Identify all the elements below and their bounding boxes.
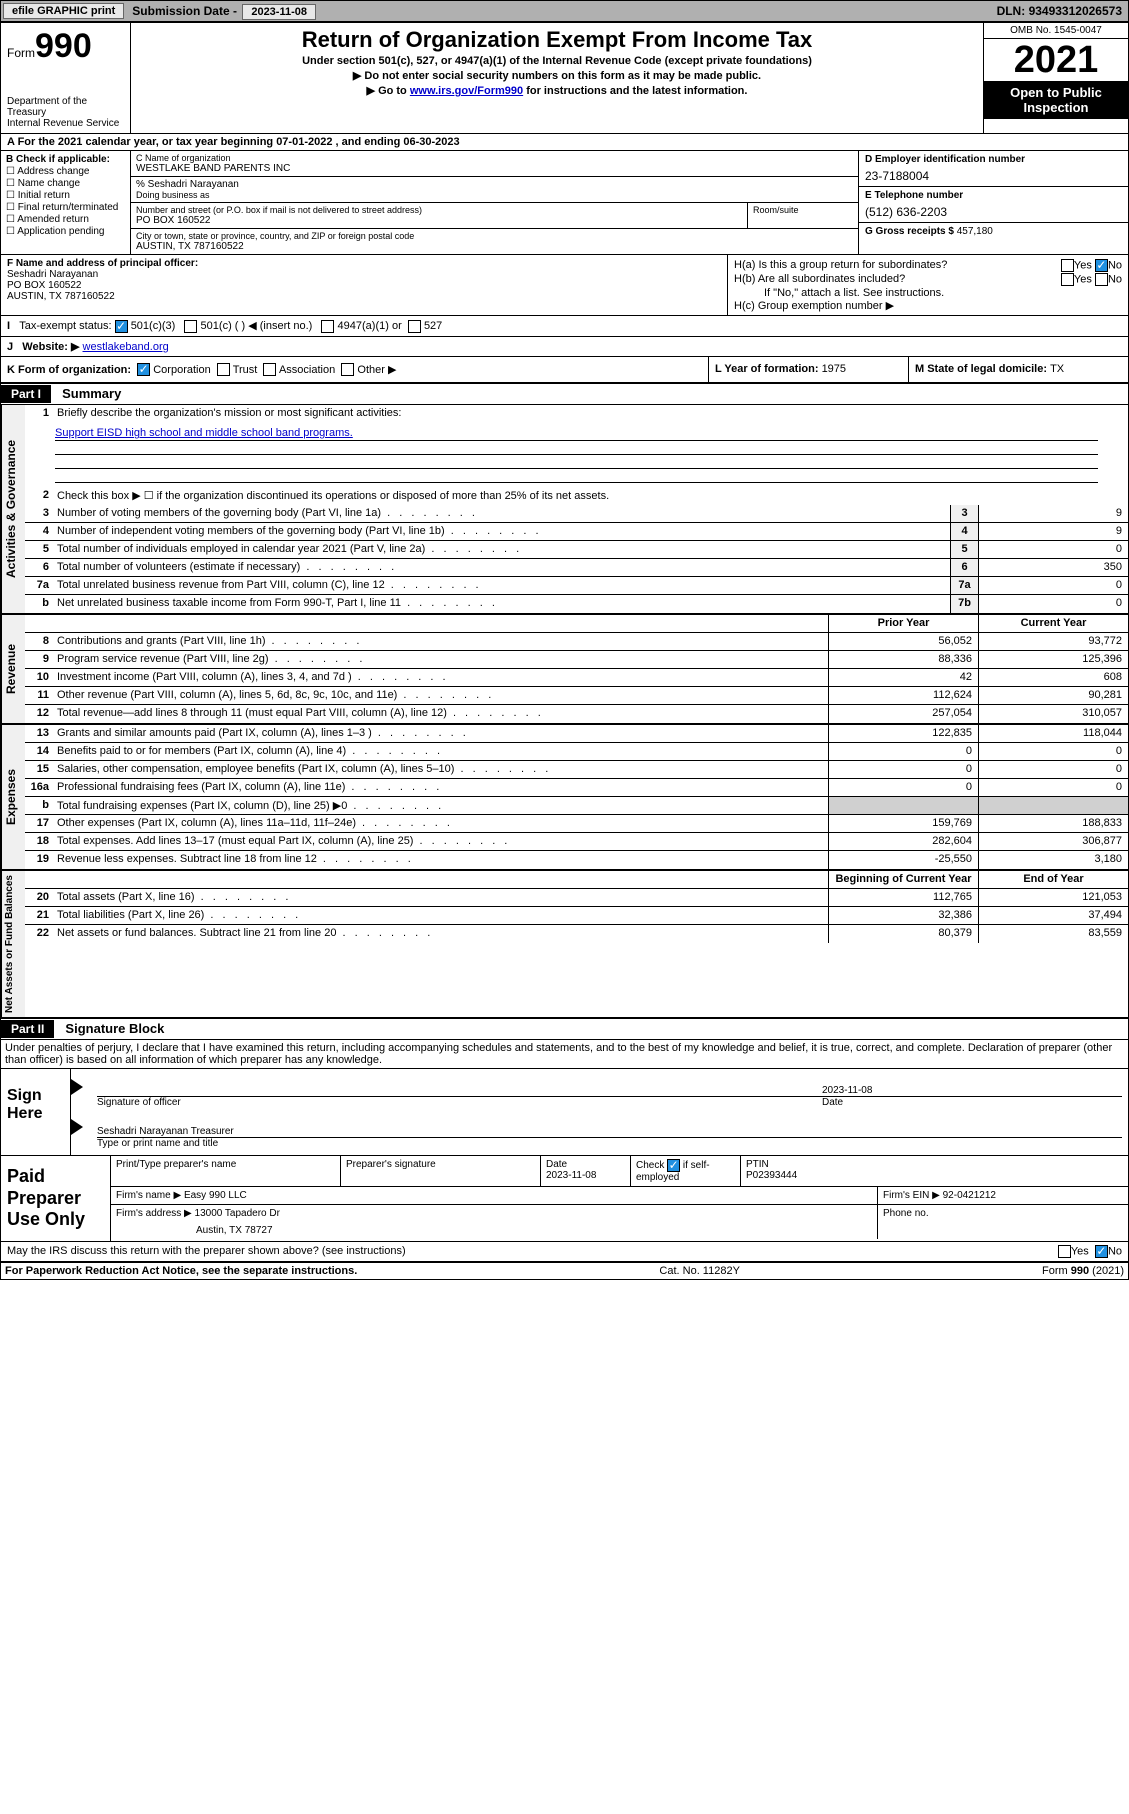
chk-501c3[interactable]: ✓ xyxy=(115,320,128,333)
line-17: 17 Other expenses (Part IX, column (A), … xyxy=(25,815,1128,833)
line-6: 6 Total number of volunteers (estimate i… xyxy=(25,559,1128,577)
group-return: H(a) Is this a group return for subordin… xyxy=(728,255,1128,315)
tax-year: 2021 xyxy=(984,39,1128,81)
col-d: D Employer identification number 23-7188… xyxy=(858,151,1128,254)
chk-527[interactable] xyxy=(408,320,421,333)
org-city: AUSTIN, TX 787160522 xyxy=(136,241,853,252)
col-c-org-info: C Name of organization WESTLAKE BAND PAR… xyxy=(131,151,858,254)
line-15: 15 Salaries, other compensation, employe… xyxy=(25,761,1128,779)
signature-block: Under penalties of perjury, I declare th… xyxy=(1,1040,1128,1262)
chk-501c[interactable] xyxy=(184,320,197,333)
ha-yes[interactable] xyxy=(1061,259,1074,272)
line-22: 22 Net assets or fund balances. Subtract… xyxy=(25,925,1128,943)
form-990: Form990 Department of the Treasury Inter… xyxy=(0,22,1129,1280)
line-13: 13 Grants and similar amounts paid (Part… xyxy=(25,725,1128,743)
chk-self-employed[interactable]: ✓ xyxy=(667,1159,680,1172)
year-formation: 1975 xyxy=(822,363,846,375)
row-k: K Form of organization: ✓ Corporation Tr… xyxy=(1,357,1128,385)
row-j: J Website: ▶ westlakeband.org xyxy=(1,337,1128,357)
ein: 23-7188004 xyxy=(865,165,1122,183)
arrow-icon xyxy=(71,1079,83,1095)
line-b: b Total fundraising expenses (Part IX, c… xyxy=(25,797,1128,815)
chk-4947[interactable] xyxy=(321,320,334,333)
chk-corp[interactable]: ✓ xyxy=(137,363,150,376)
part1-header: Part I Summary xyxy=(1,384,1128,405)
gross-receipts: 457,180 xyxy=(957,226,993,237)
open-to-public: Open to Public Inspection xyxy=(984,81,1128,119)
line-16a: 16a Professional fundraising fees (Part … xyxy=(25,779,1128,797)
chk-amended[interactable]: ☐ Amended return xyxy=(6,214,125,225)
chk-other[interactable] xyxy=(341,363,354,376)
firm-ein: 92-0421212 xyxy=(943,1190,996,1201)
phone: (512) 636-2203 xyxy=(865,201,1122,219)
line-8: 8 Contributions and grants (Part VIII, l… xyxy=(25,633,1128,651)
officer-name: Seshadri Narayanan Treasurer xyxy=(97,1126,1122,1137)
line-21: 21 Total liabilities (Part X, line 26) 3… xyxy=(25,907,1128,925)
col-b-checkboxes: B Check if applicable: ☐ Address change … xyxy=(1,151,131,254)
line-20: 20 Total assets (Part X, line 16) 112,76… xyxy=(25,889,1128,907)
section-bcd: B Check if applicable: ☐ Address change … xyxy=(1,151,1128,255)
chk-app-pending[interactable]: ☐ Application pending xyxy=(6,226,125,237)
line-19: 19 Revenue less expenses. Subtract line … xyxy=(25,851,1128,869)
top-toolbar: efile GRAPHIC print Submission Date - 20… xyxy=(0,0,1129,22)
ptin: P02393444 xyxy=(746,1170,797,1181)
efile-button[interactable]: efile GRAPHIC print xyxy=(3,3,124,19)
row-i: I Tax-exempt status: ✓ 501(c)(3) 501(c) … xyxy=(1,316,1128,337)
hb-no[interactable] xyxy=(1095,273,1108,286)
discuss-yes[interactable] xyxy=(1058,1245,1071,1258)
submission-date-button[interactable]: 2023-11-08 xyxy=(242,4,316,20)
omb-number: OMB No. 1545-0047 xyxy=(984,23,1128,39)
org-street: PO BOX 160522 xyxy=(136,215,742,226)
paid-preparer: Paid Preparer Use Only Print/Type prepar… xyxy=(1,1155,1128,1241)
org-name: WESTLAKE BAND PARENTS INC xyxy=(136,163,853,174)
line-7a: 7a Total unrelated business revenue from… xyxy=(25,577,1128,595)
irs-form990-link[interactable]: www.irs.gov/Form990 xyxy=(410,85,523,97)
line-11: 11 Other revenue (Part VIII, column (A),… xyxy=(25,687,1128,705)
section-governance: Activities & Governance 1 Briefly descri… xyxy=(1,405,1128,615)
line-14: 14 Benefits paid to or for members (Part… xyxy=(25,743,1128,761)
line-7b: b Net unrelated business taxable income … xyxy=(25,595,1128,613)
chk-final-return[interactable]: ☐ Final return/terminated xyxy=(6,202,125,213)
chk-initial-return[interactable]: ☐ Initial return xyxy=(6,190,125,201)
state-domicile: TX xyxy=(1050,363,1064,375)
line-10: 10 Investment income (Part VIII, column … xyxy=(25,669,1128,687)
row-a-tax-year: A For the 2021 calendar year, or tax yea… xyxy=(1,134,1128,151)
line-5: 5 Total number of individuals employed i… xyxy=(25,541,1128,559)
chk-address-change[interactable]: ☐ Address change xyxy=(6,166,125,177)
chk-assoc[interactable] xyxy=(263,363,276,376)
arrow-icon xyxy=(71,1119,83,1135)
header-right: OMB No. 1545-0047 2021 Open to Public In… xyxy=(983,23,1128,133)
row-fgh: F Name and address of principal officer:… xyxy=(1,255,1128,316)
dln: DLN: 93493312026573 xyxy=(997,4,1128,18)
firm-name: Easy 990 LLC xyxy=(184,1190,247,1201)
discuss-no[interactable]: ✓ xyxy=(1095,1245,1108,1258)
page-footer: For Paperwork Reduction Act Notice, see … xyxy=(1,1262,1128,1279)
line-9: 9 Program service revenue (Part VIII, li… xyxy=(25,651,1128,669)
section-net-assets: Net Assets or Fund Balances Beginning of… xyxy=(1,871,1128,1019)
ha-no[interactable]: ✓ xyxy=(1095,259,1108,272)
mission-text: Support EISD high school and middle scho… xyxy=(25,423,1128,487)
line-12: 12 Total revenue—add lines 8 through 11 … xyxy=(25,705,1128,723)
line-4: 4 Number of independent voting members o… xyxy=(25,523,1128,541)
form-title: Return of Organization Exempt From Incom… xyxy=(135,27,979,53)
submission-label: Submission Date - 2023-11-08 xyxy=(126,4,324,18)
form-header: Form990 Department of the Treasury Inter… xyxy=(1,23,1128,134)
header-title: Return of Organization Exempt From Incom… xyxy=(131,23,983,133)
sign-here-label: Sign Here xyxy=(1,1069,71,1155)
website-link[interactable]: westlakeband.org xyxy=(83,341,169,353)
header-left: Form990 Department of the Treasury Inter… xyxy=(1,23,131,133)
line-3: 3 Number of voting members of the govern… xyxy=(25,505,1128,523)
principal-officer: F Name and address of principal officer:… xyxy=(1,255,728,315)
chk-name-change[interactable]: ☐ Name change xyxy=(6,178,125,189)
section-revenue: Revenue Prior Year Current Year 8 Contri… xyxy=(1,615,1128,725)
line-18: 18 Total expenses. Add lines 13–17 (must… xyxy=(25,833,1128,851)
hb-yes[interactable] xyxy=(1061,273,1074,286)
section-expenses: Expenses 13 Grants and similar amounts p… xyxy=(1,725,1128,871)
chk-trust[interactable] xyxy=(217,363,230,376)
part2-header: Part II Signature Block xyxy=(1,1019,1128,1040)
